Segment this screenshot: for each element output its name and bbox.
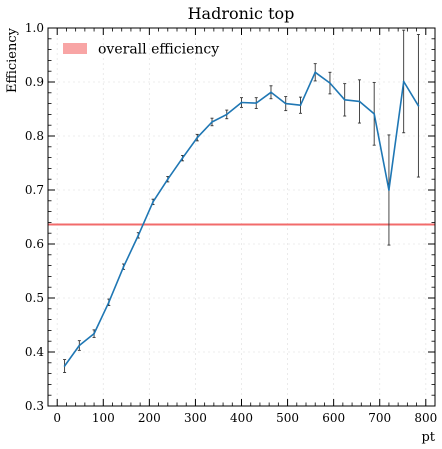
error-bars bbox=[63, 29, 420, 373]
x-tick-label: 300 bbox=[184, 411, 207, 425]
data-point bbox=[93, 332, 95, 335]
y-axis-label: Efficiency bbox=[5, 27, 20, 93]
data-point bbox=[107, 301, 110, 304]
data-point bbox=[152, 200, 154, 203]
x-tick-label: 400 bbox=[230, 411, 253, 425]
data-point bbox=[122, 265, 125, 268]
data-point bbox=[181, 157, 184, 160]
grid-lines bbox=[48, 27, 435, 407]
y-tick-label: 0.3 bbox=[25, 399, 44, 413]
x-tick-label: 100 bbox=[92, 411, 115, 425]
data-point bbox=[314, 71, 317, 74]
data-point bbox=[137, 234, 140, 237]
data-point bbox=[270, 91, 272, 94]
legend-swatch bbox=[63, 43, 87, 54]
chart-title: Hadronic top bbox=[188, 4, 295, 23]
series-layer bbox=[63, 71, 420, 367]
data-point bbox=[78, 344, 81, 347]
data-point bbox=[299, 104, 302, 107]
y-tick-label: 0.4 bbox=[25, 345, 44, 359]
legend-label: overall efficiency bbox=[98, 42, 219, 58]
data-point bbox=[417, 104, 420, 107]
data-point bbox=[211, 121, 213, 123]
data-point bbox=[63, 365, 66, 367]
data-point bbox=[225, 113, 228, 116]
data-point bbox=[373, 112, 376, 115]
data-point bbox=[240, 101, 243, 104]
x-tick-label: 800 bbox=[414, 411, 437, 425]
x-tick-label: 600 bbox=[322, 411, 345, 425]
x-tick-label: 0 bbox=[53, 411, 61, 425]
data-point bbox=[358, 100, 361, 103]
y-tick-label: 0.8 bbox=[25, 129, 44, 143]
x-tick-label: 200 bbox=[138, 411, 161, 425]
data-point bbox=[402, 80, 405, 83]
data-point bbox=[284, 102, 287, 105]
y-tick-label: 0.5 bbox=[25, 291, 44, 305]
y-tick-label: 1.0 bbox=[25, 21, 44, 35]
data-point bbox=[329, 82, 331, 84]
legend: overall efficiency bbox=[63, 42, 219, 58]
y-tick-label: 0.9 bbox=[25, 75, 44, 89]
tick-labels: 0 100 200 300 400 500 600 700 800 0.3 0.4 0.5 0.6 0.7… bbox=[25, 21, 437, 425]
tick-marks bbox=[48, 27, 435, 407]
data-point bbox=[388, 189, 390, 191]
data-point bbox=[255, 102, 258, 104]
x-tick-label: 500 bbox=[276, 411, 299, 425]
data-point bbox=[196, 136, 199, 139]
data-point bbox=[166, 178, 169, 181]
data-point bbox=[343, 98, 346, 101]
y-tick-label: 0.7 bbox=[25, 183, 44, 197]
x-tick-label: 700 bbox=[368, 411, 391, 425]
y-tick-label: 0.6 bbox=[25, 237, 44, 251]
x-axis-label: pt bbox=[421, 430, 435, 445]
